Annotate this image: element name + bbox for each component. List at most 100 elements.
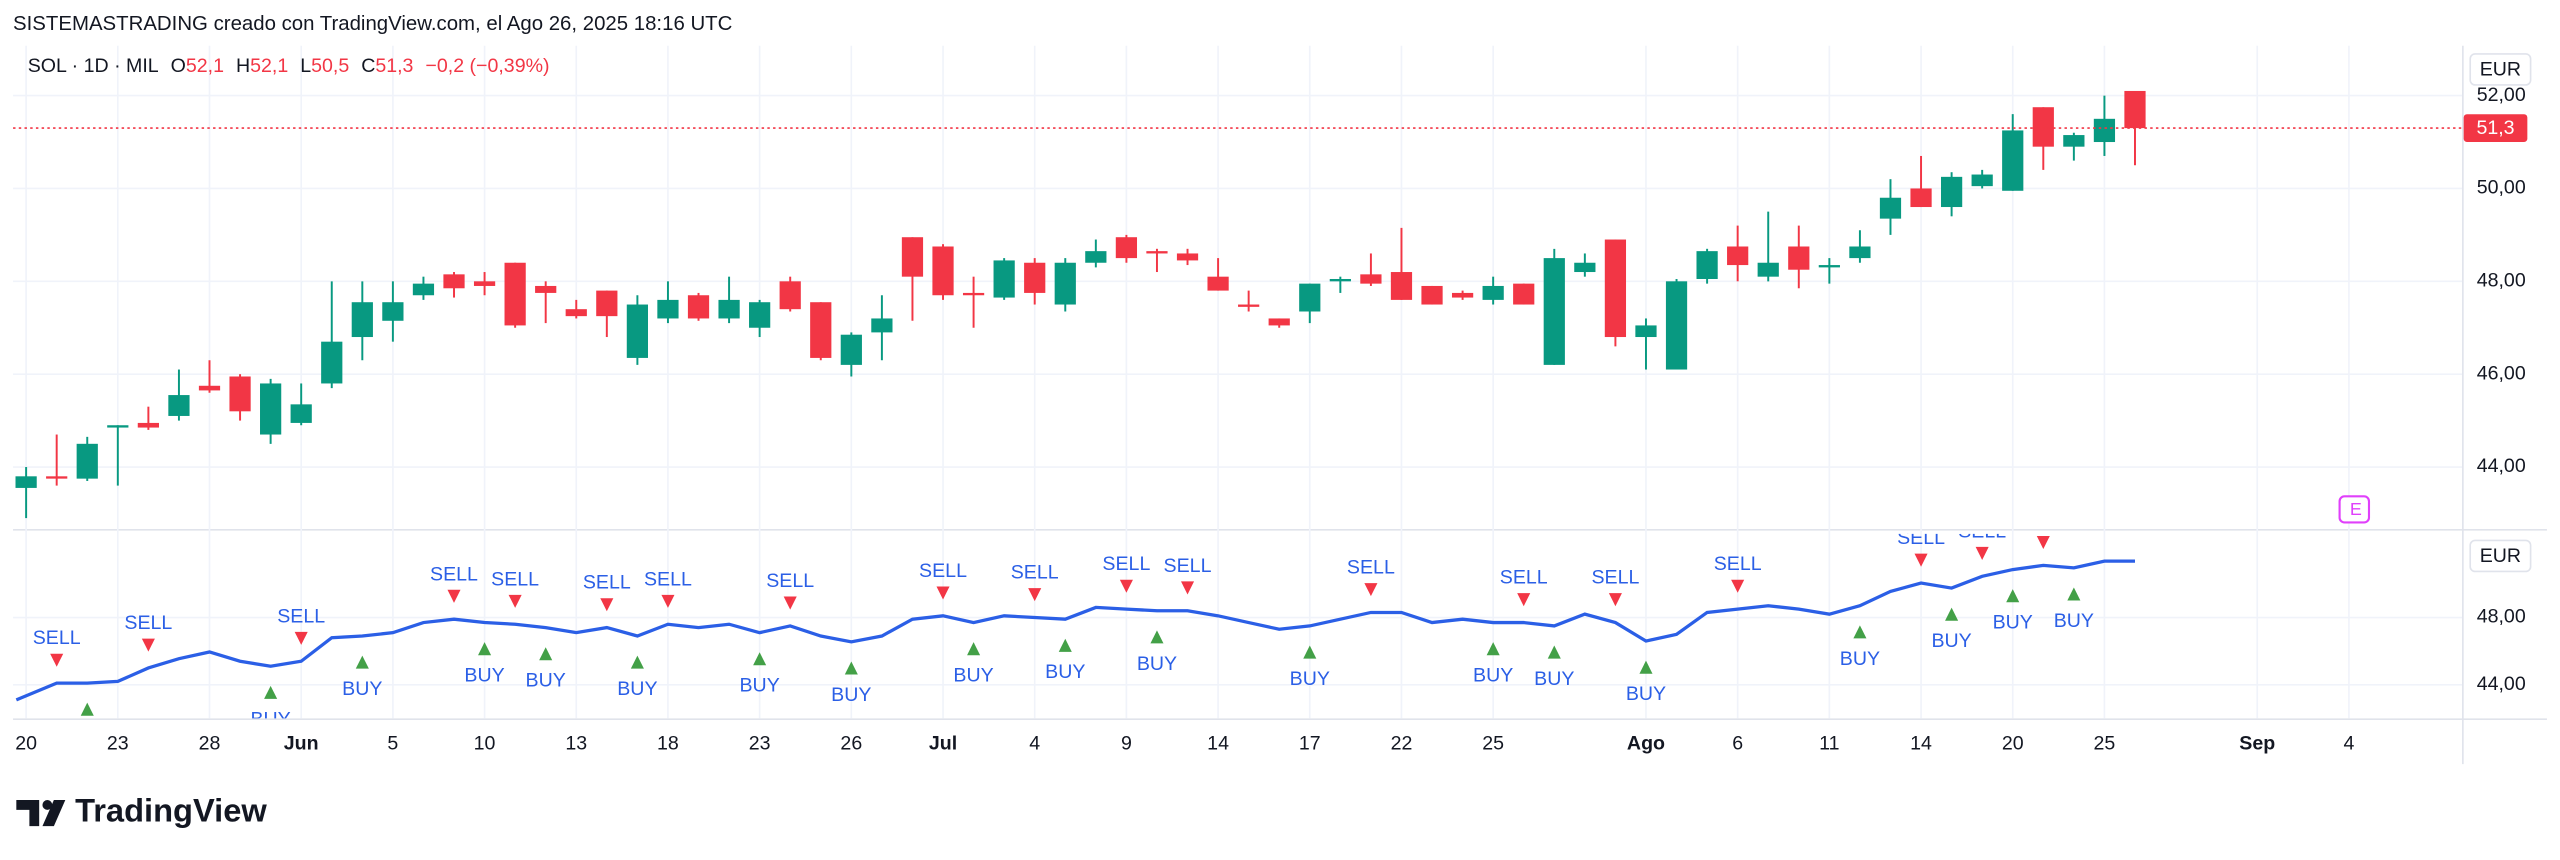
legend-key: L (300, 55, 311, 77)
signal-label: SELL (1591, 567, 1639, 589)
sell-arrow (600, 598, 614, 612)
x-tick-label: 28 (199, 733, 221, 755)
candle-body (657, 299, 679, 319)
signal-label: BUY (2054, 610, 2094, 632)
sell-arrow (1028, 588, 1042, 602)
buy-arrow (1547, 645, 1561, 659)
buy-arrow (1303, 645, 1317, 659)
candle-body (1696, 251, 1718, 279)
x-tick-label: 18 (657, 733, 679, 755)
signal-label: SELL (1500, 567, 1548, 589)
candle-body (1727, 246, 1749, 266)
candle-body (1360, 274, 1382, 284)
legend-key: C (361, 55, 375, 77)
currency-box[interactable] (2469, 539, 2532, 573)
signal-label: SELL (277, 605, 325, 627)
x-tick-label: 23 (749, 733, 771, 755)
x-tick-label: 11 (1819, 733, 1839, 755)
sell-arrow (2036, 535, 2050, 550)
signal-label: SELL (491, 568, 539, 590)
signal-label: SELL (766, 570, 814, 592)
candle-body (1849, 246, 1871, 259)
y-tick-group: 52,00 (2477, 84, 2526, 106)
legend-value: 51,3 (375, 55, 413, 77)
sell-arrow (936, 586, 950, 600)
buy-arrow (478, 642, 492, 656)
x-tick-label: Ago (1627, 733, 1665, 755)
signal-label: SELL (1102, 553, 1150, 575)
candle-body (1207, 276, 1229, 291)
x-tick-label: Jun (284, 733, 319, 755)
candle-body (1818, 265, 1840, 268)
candle-body (260, 383, 282, 435)
currency: EUR (2480, 545, 2521, 567)
candle-body (1268, 318, 1290, 326)
buy-arrow (1486, 642, 1500, 656)
signal-label: SELL (124, 612, 172, 634)
indicator-line (15, 559, 2135, 702)
candle-body (473, 281, 496, 286)
x-tick-label: 25 (2094, 733, 2116, 755)
candle-body (137, 422, 159, 428)
signal-label: BUY (1473, 665, 1513, 687)
candle-body (1176, 253, 1199, 261)
currency-box[interactable] (2469, 53, 2532, 86)
signal-label: SELL (644, 568, 692, 590)
candle-body (1910, 188, 1932, 208)
y-tick-group: 48,00 (2477, 269, 2526, 291)
candle-body (718, 299, 740, 319)
candle-body (1574, 262, 1596, 273)
candle-body (749, 302, 771, 328)
x-tick-label: 6 (1732, 733, 1743, 755)
axes: 20 23 28 Jun 5 10 13 18 23 26 Jul 4 9 14 17 22 25 Ago 6 11 1… (15, 84, 2528, 755)
candle-body (1543, 258, 1565, 365)
x-tick-label: 4 (1029, 733, 1040, 755)
candle-body (810, 302, 832, 358)
buy-arrow (1639, 660, 1653, 674)
y-tick-group: 44,00 (2477, 455, 2526, 477)
buy-arrow (1853, 625, 1867, 639)
candle-body (1665, 281, 1688, 370)
candle-body (229, 376, 251, 412)
signal-label: BUY (464, 665, 504, 687)
candle-body (993, 260, 1015, 298)
candle-body (779, 281, 801, 310)
earnings-icon[interactable] (2338, 495, 2371, 524)
signal-label: SELL (430, 563, 478, 585)
last-price-box (2463, 114, 2528, 142)
candle-body (596, 290, 618, 317)
candle-body (351, 302, 373, 338)
x-tick-label: 13 (565, 733, 587, 755)
buy-arrow (1058, 638, 1072, 652)
signal-label: BUY (1534, 668, 1574, 690)
y-tick-label: 44,00 (2477, 455, 2526, 477)
buy-arrow (264, 685, 278, 699)
signal-label: BUY (1137, 653, 1177, 675)
candle-body (1146, 251, 1168, 254)
last-price-label: 51,3 (2476, 117, 2514, 139)
legend: SOL · 1D · MIL O52,1 H52,1 L50,5 C51,3 −… (28, 55, 550, 77)
candle-body (1238, 304, 1260, 307)
legend-key: H (236, 55, 250, 77)
sell-arrow (141, 638, 155, 652)
signal-label: SELL (1011, 562, 1059, 584)
signal-label: BUY (740, 675, 780, 697)
candle-body (2124, 90, 2146, 129)
candle-body (382, 302, 404, 321)
buy-arrow (355, 655, 369, 669)
signal-label: BUY (831, 684, 871, 706)
candle-body (46, 476, 68, 479)
signal-label: BUY (250, 708, 290, 730)
sell-arrow (1180, 581, 1195, 595)
signal-label: BUY (1840, 648, 1880, 670)
signal-label: SELL (1164, 555, 1212, 577)
signal-label: BUY (1993, 612, 2033, 634)
sell-arrow (1517, 593, 1531, 607)
legend-symbol: SOL · 1D · MIL (28, 55, 159, 77)
x-tick-label: 20 (2002, 733, 2024, 755)
candle-body (626, 304, 648, 358)
candle-body (2032, 107, 2054, 147)
candle-body (1451, 292, 1474, 298)
x-tick-label: 5 (387, 733, 398, 755)
